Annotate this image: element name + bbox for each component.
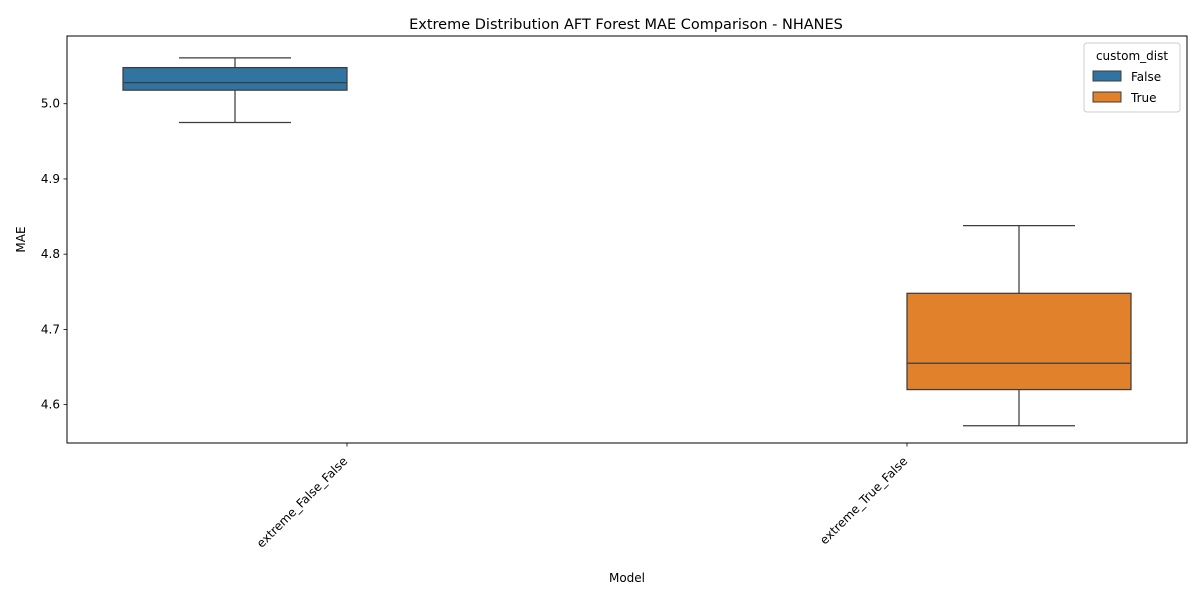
legend: custom_dist False True [1083,42,1181,113]
box-false [122,57,348,124]
y-tick-label: 4.8 [41,247,60,261]
legend-label-true: True [1130,91,1157,105]
plot-area [122,57,1132,427]
legend-swatch-false [1092,70,1122,82]
y-tick-label: 4.7 [41,322,60,336]
y-tick-label: 4.6 [41,398,60,412]
box-body [122,66,348,91]
x-axis-title: Model [609,571,645,585]
chart-title: Extreme Distribution AFT Forest MAE Comp… [409,17,843,33]
y-axis-title: MAE [14,226,28,252]
legend-title: custom_dist [1096,49,1168,63]
legend-label-false: False [1131,70,1161,84]
box-true [906,224,1132,427]
y-tick-label: 4.9 [41,172,60,186]
plot-frame [66,35,1188,444]
y-axis: 4.6 4.7 4.8 4.9 5.0 [41,97,67,412]
y-tick-label: 5.0 [41,97,60,111]
legend-entries: False True [1092,70,1161,105]
box-body [906,292,1132,391]
legend-swatch-true [1092,91,1122,103]
